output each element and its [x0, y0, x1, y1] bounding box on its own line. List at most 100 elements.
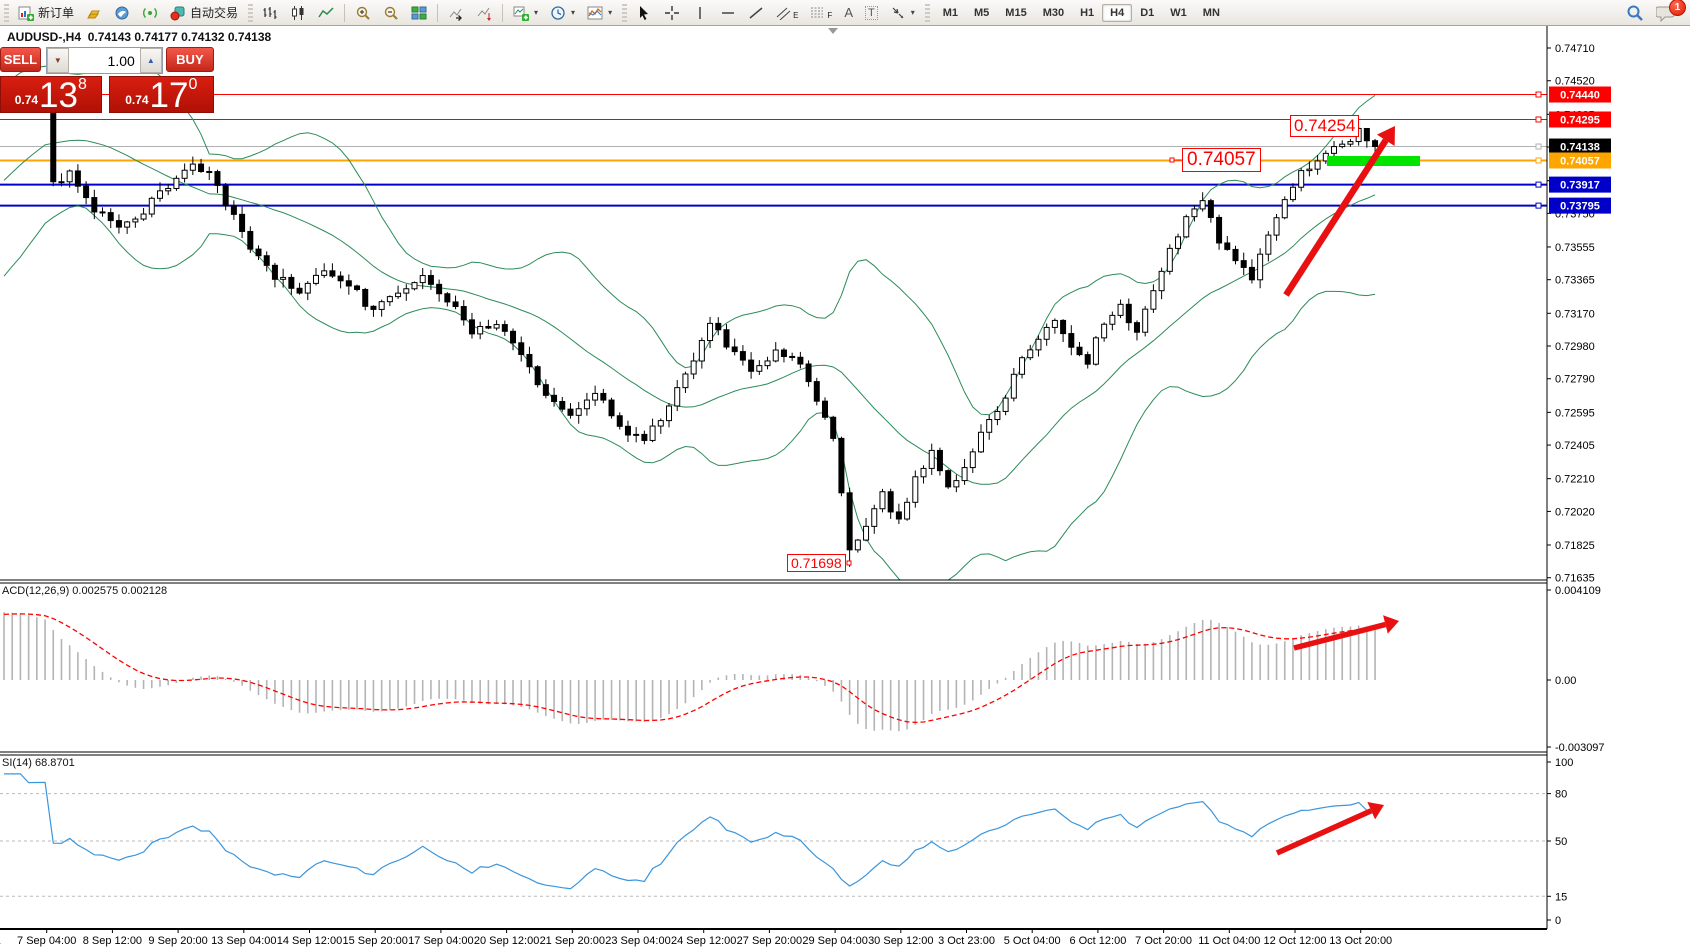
macd-pane — [3, 612, 1376, 732]
svg-text:27 Sep 20:00: 27 Sep 20:00 — [737, 935, 802, 947]
volume-input[interactable]: 1.00 — [68, 48, 140, 73]
period-button[interactable]: ▾ — [545, 4, 580, 22]
timeframe-H4[interactable]: H4 — [1102, 3, 1133, 22]
timeframe-M5[interactable]: M5 — [974, 6, 990, 19]
svg-text:0.72790: 0.72790 — [1555, 374, 1595, 386]
line-chart-button[interactable] — [313, 4, 339, 22]
toolbar: 新订单 自动交易 — [0, 0, 1690, 26]
signal-button[interactable] — [137, 4, 163, 22]
svg-text:17 Sep 04:00: 17 Sep 04:00 — [408, 935, 473, 947]
new-order-icon — [18, 5, 34, 21]
chart-shift-button[interactable] — [471, 4, 497, 22]
clock-icon — [550, 5, 566, 21]
price-badge-0.74440 — [1549, 86, 1611, 103]
market-watch-button[interactable] — [81, 4, 107, 22]
chart-area[interactable]: 0.747100.745200.743250.741350.739400.737… — [0, 25, 1690, 948]
template-button[interactable]: ▾ — [582, 4, 617, 22]
buy-price-display[interactable]: 0.74 17 0 — [108, 76, 214, 113]
toolbar-grip — [4, 3, 9, 22]
svg-text:0.71635: 0.71635 — [1555, 573, 1595, 585]
new-chart-button[interactable]: ▾ — [508, 4, 543, 22]
svg-text:11 Oct 04:00: 11 Oct 04:00 — [1198, 935, 1260, 947]
sell-button[interactable]: SELL — [0, 47, 41, 72]
trend-arrow-macd[interactable] — [1293, 615, 1399, 651]
price-annotation-support[interactable]: 0.74057 — [1182, 148, 1261, 172]
zoom-out-button[interactable] — [378, 4, 404, 22]
svg-text:7 Oct 20:00: 7 Oct 20:00 — [1135, 935, 1192, 947]
search-button[interactable] — [1621, 4, 1649, 22]
price-annotation-low[interactable]: 0.71698 — [787, 554, 846, 572]
timeframe-M30[interactable]: M30 — [1042, 6, 1065, 19]
notifications-button[interactable]: 1 — [1651, 0, 1686, 22]
svg-text:0: 0 — [1555, 915, 1561, 927]
sell-price-sup: 8 — [77, 76, 87, 93]
toolbar-grip — [622, 3, 628, 22]
svg-text:6 Oct 12:00: 6 Oct 12:00 — [1069, 935, 1126, 947]
svg-text:0.72020: 0.72020 — [1555, 506, 1595, 518]
community-button[interactable] — [109, 4, 135, 22]
auto-trading-button[interactable]: 自动交易 — [165, 4, 243, 22]
channel-sub-glyph: E — [793, 11, 799, 20]
notification-badge[interactable]: 1 — [1669, 0, 1686, 16]
trendline-icon — [748, 5, 764, 21]
trendline-button[interactable] — [743, 4, 769, 22]
auto-scroll-button[interactable] — [443, 4, 469, 22]
horizontal-line-button[interactable] — [715, 4, 741, 22]
svg-text:0.72595: 0.72595 — [1555, 407, 1595, 419]
candlestick-button[interactable] — [285, 4, 311, 22]
svg-text:8 Sep 12:00: 8 Sep 12:00 — [83, 935, 142, 947]
buy-price-prefix: 0.74 — [125, 93, 149, 107]
timeframe-D1[interactable]: D1 — [1140, 6, 1155, 19]
search-icon — [1626, 4, 1644, 22]
vertical-line-button[interactable] — [687, 4, 713, 22]
svg-text:15: 15 — [1555, 891, 1567, 903]
chart-shift-marker[interactable] — [828, 28, 838, 34]
time-axis: ep 2021 7 Sep 04:00 8 Sep 12:00 9 Sep 20:00… — [0, 929, 1392, 947]
bollinger-middle — [3, 139, 1376, 485]
chart-canvas[interactable]: 0.747100.745200.743250.741350.739400.737… — [0, 25, 1690, 948]
trend-arrow-main[interactable] — [1283, 126, 1395, 297]
arrows-button[interactable]: ▾ — [885, 4, 920, 22]
bollinger-bands — [3, 58, 1376, 580]
svg-text:50: 50 — [1555, 836, 1567, 848]
dropdown-caret-icon: ▾ — [534, 8, 539, 17]
zoom-in-button[interactable] — [350, 4, 376, 22]
timeframe-M1[interactable]: M1 — [942, 6, 959, 19]
cursor-button[interactable] — [631, 4, 657, 22]
svg-text:23 Sep 04:00: 23 Sep 04:00 — [605, 935, 670, 947]
fibonacci-button[interactable]: F — [805, 4, 837, 22]
svg-text:30 Sep 12:00: 30 Sep 12:00 — [868, 935, 933, 947]
crosshair-icon — [664, 5, 680, 21]
volume-up-button[interactable]: ▲ — [139, 48, 162, 73]
bar-chart-button[interactable] — [257, 4, 283, 22]
price-badge-0.74138 — [1549, 138, 1611, 155]
fibonacci-icon — [810, 6, 826, 20]
rsi-levels: 100 80 50 15 0 — [0, 757, 1573, 927]
text-label-button[interactable]: T — [860, 4, 883, 22]
volume-down-button[interactable]: ▼ — [46, 48, 69, 73]
tile-windows-button[interactable] — [406, 4, 432, 22]
buy-button[interactable]: BUY — [165, 47, 214, 72]
horizontal-level-lines[interactable] — [0, 94, 1547, 207]
text-button[interactable]: A — [839, 4, 858, 22]
svg-text:0.004109: 0.004109 — [1555, 585, 1601, 597]
crosshair-button[interactable] — [659, 4, 685, 22]
price-badge-0.73795 — [1549, 197, 1611, 214]
trend-arrow-rsi[interactable] — [1275, 802, 1384, 856]
channel-button[interactable]: E — [771, 4, 803, 22]
timeframe-H1[interactable]: H1 — [1080, 6, 1095, 19]
timeframe-M15[interactable]: M15 — [1005, 6, 1027, 19]
timeframe-MN[interactable]: MN — [1202, 6, 1220, 19]
dropdown-caret-icon: ▾ — [910, 8, 915, 17]
sell-price-prefix: 0.74 — [14, 93, 39, 107]
new-order-button[interactable]: 新订单 — [13, 4, 79, 22]
timeframe-W1[interactable]: W1 — [1170, 6, 1187, 19]
bollinger-lower — [3, 205, 1376, 580]
symbol-period: AUDUSD-,H4 — [7, 30, 82, 44]
sell-price-display[interactable]: 0.74 13 8 — [0, 76, 102, 113]
rsi-indicator-label: SI(14) 68.8701 — [2, 757, 75, 769]
price-annotation-high[interactable]: 0.74254 — [1290, 115, 1360, 137]
community-icon — [114, 5, 130, 21]
svg-text:0.73795: 0.73795 — [1560, 201, 1600, 213]
